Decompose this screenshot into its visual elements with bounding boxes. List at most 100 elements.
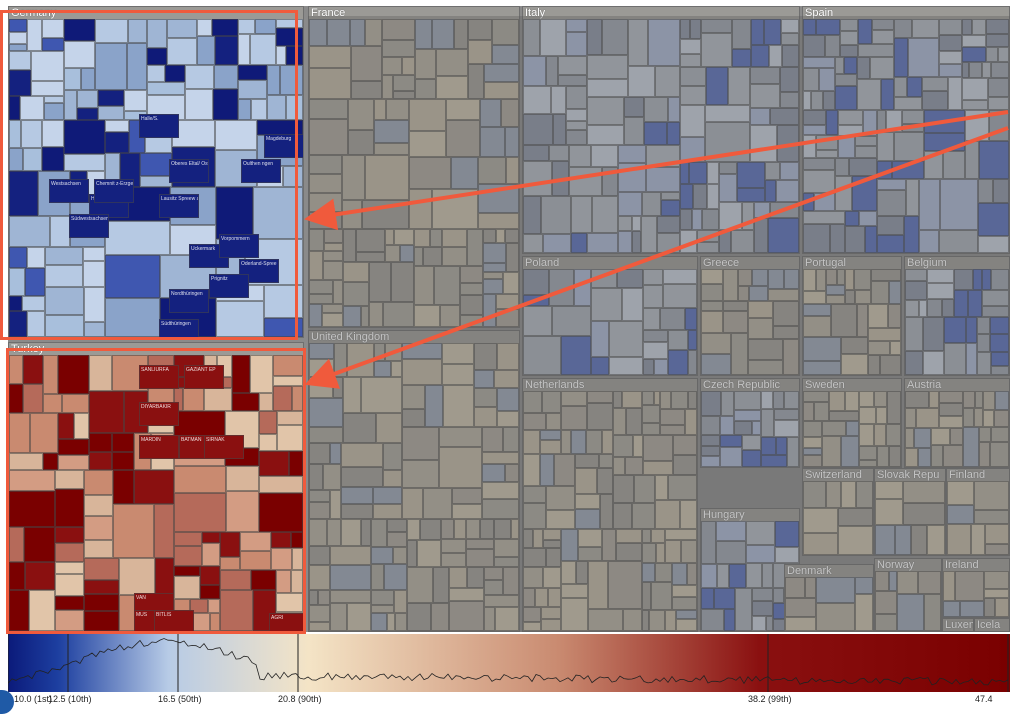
treemap-cell <box>761 409 774 437</box>
country-block-norway: Norway <box>874 558 942 632</box>
treemap-cell <box>990 442 1009 467</box>
treemap-cell <box>991 427 1009 442</box>
treemap-cell <box>655 563 672 582</box>
treemap-cell <box>350 19 365 46</box>
treemap-cell <box>874 391 887 407</box>
treemap-cell <box>687 563 697 585</box>
treemap-cell <box>785 577 805 598</box>
treemap-cell <box>83 247 105 261</box>
treemap-cell <box>986 34 1009 47</box>
treemap-cell <box>84 516 113 540</box>
treemap-cell <box>746 563 762 588</box>
treemap-cell <box>983 391 995 410</box>
treemap-cell <box>561 584 588 598</box>
country-block-austria: Austria <box>904 378 1010 468</box>
treemap-cell <box>719 174 737 202</box>
treemap-cell <box>167 38 197 65</box>
treemap-cell <box>468 64 484 99</box>
treemap-cell <box>983 410 994 427</box>
treemap-cell <box>826 481 841 508</box>
treemap-cell <box>494 519 511 539</box>
treemap-cell <box>202 543 220 566</box>
treemap-cell <box>523 306 552 336</box>
treemap-cell <box>642 529 651 543</box>
treemap-cell <box>548 588 561 607</box>
treemap-cell <box>617 269 643 288</box>
treemap-cell <box>566 19 587 32</box>
treemap-cell <box>680 209 692 230</box>
treemap-cell <box>859 407 876 424</box>
treemap-cell <box>371 613 387 631</box>
treemap-cell <box>81 68 95 90</box>
treemap-cell <box>673 435 697 455</box>
treemap-cell <box>309 155 342 174</box>
treemap-cell <box>523 413 546 430</box>
treemap-cell <box>701 19 732 33</box>
treemap-cell <box>147 82 185 95</box>
treemap-cell <box>342 200 362 229</box>
treemap-cell <box>972 19 986 35</box>
treemap-cell <box>9 491 55 527</box>
treemap-cell <box>309 502 330 519</box>
treemap-cell <box>962 100 988 110</box>
treemap-cell <box>250 34 276 65</box>
treemap-cell <box>706 67 728 105</box>
treemap-cell <box>855 577 873 594</box>
treemap-cell <box>803 158 835 170</box>
treemap-cell <box>689 162 707 184</box>
treemap-cell <box>831 304 857 337</box>
treemap-cell <box>803 125 826 135</box>
region-label: SANLIURFA <box>141 367 169 373</box>
treemap-cell <box>705 105 750 122</box>
treemap-cell <box>705 122 750 162</box>
country-block-finland: Finland <box>946 468 1010 556</box>
treemap-cell <box>868 341 890 355</box>
treemap-cell <box>483 263 506 272</box>
region-label: Oberes Eltal/ Ostengebirge <box>171 161 209 167</box>
treemap-cell <box>835 74 857 86</box>
highlighted-region-cell: Chemnit z-Erzgebir ge <box>94 179 134 203</box>
treemap-cell <box>875 499 903 525</box>
treemap-cell <box>174 566 200 576</box>
treemap-cell <box>9 355 23 384</box>
treemap-cell <box>665 529 697 540</box>
treemap-cell <box>940 179 978 230</box>
highlighted-region-cell: GAZIANT EP <box>184 365 224 389</box>
treemap-cell <box>914 428 931 448</box>
treemap-cell <box>9 590 29 631</box>
country-block-france: France <box>308 6 520 328</box>
treemap-cell <box>30 413 58 453</box>
treemap-cell <box>484 580 503 595</box>
treemap-cell <box>561 529 578 561</box>
treemap-cell <box>591 288 622 321</box>
treemap-cell <box>415 79 436 99</box>
treemap-cell <box>431 603 449 631</box>
treemap-cell <box>737 162 765 188</box>
treemap-cell <box>374 361 391 377</box>
treemap-cell <box>541 196 571 234</box>
treemap-cell <box>523 295 549 306</box>
treemap-cell <box>523 454 540 486</box>
treemap-cell <box>894 38 908 77</box>
treemap-cell <box>112 452 134 470</box>
treemap-cell <box>309 464 323 490</box>
treemap-cell <box>480 99 501 127</box>
treemap-cell <box>376 413 402 443</box>
treemap-cell <box>42 19 64 38</box>
treemap-cell <box>523 234 543 253</box>
treemap-cell <box>400 245 414 262</box>
treemap-cell <box>474 343 497 370</box>
treemap-cell <box>250 355 273 393</box>
treemap-cell <box>877 190 906 216</box>
treemap-cell <box>105 120 129 132</box>
treemap-cell <box>383 443 402 470</box>
treemap-cell <box>343 229 356 262</box>
treemap-cell <box>333 280 343 304</box>
region-label: Magdeburg <box>266 136 292 142</box>
treemap-cell <box>58 455 89 470</box>
treemap-cell <box>742 435 761 450</box>
treemap-cell <box>765 180 776 202</box>
treemap-cell <box>226 466 259 491</box>
treemap-cell <box>578 529 602 547</box>
treemap-cell <box>719 230 731 253</box>
